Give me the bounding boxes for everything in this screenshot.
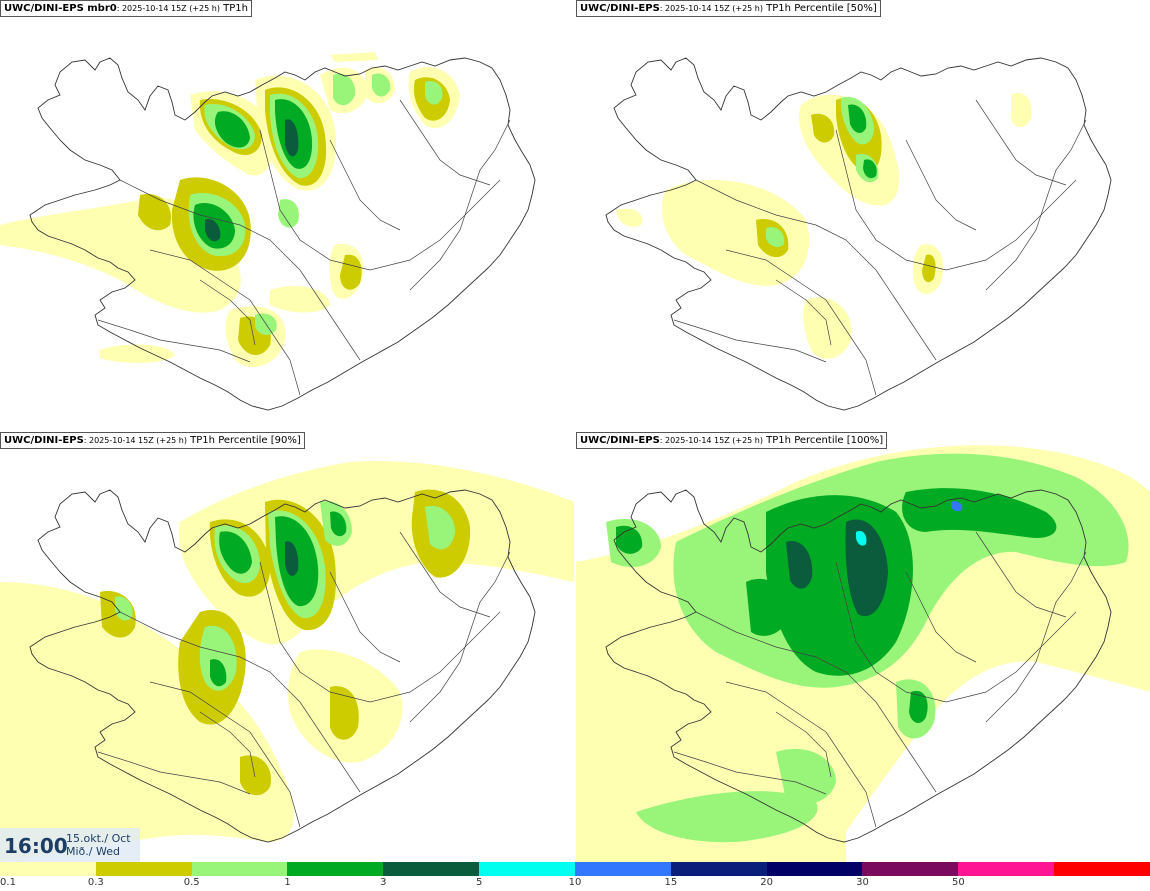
map-panel-mbr0: UWC/DINI-EPS mbr0: 2025-10-14 15Z (+25 h… [0,0,574,430]
valid-time-date: 15.okt./ Oct Mið./ Wed [66,832,131,858]
panel-title: UWC/DINI-EPS mbr0: 2025-10-14 15Z (+25 h… [0,0,252,17]
legend-label: 5 [475,877,483,888]
legend-swatch [958,862,1055,876]
legend-swatch [383,862,480,876]
panel-title: UWC/DINI-EPS: 2025-10-14 15Z (+25 h) TP1… [576,0,881,17]
legend-swatch [479,862,575,876]
panel-divider [574,0,576,862]
valid-time-box: 16:00 15.okt./ Oct Mið./ Wed [0,828,140,862]
panel-title: UWC/DINI-EPS: 2025-10-14 15Z (+25 h) TP1… [576,432,888,449]
precip-field [0,52,460,368]
legend-swatch [191,862,288,876]
valid-time-clock: 16:00 [4,834,68,858]
map-panel-p90: UWC/DINI-EPS: 2025-10-14 15Z (+25 h) TP1… [0,432,574,862]
color-legend: 0.1 0.3 0.5 1 3 5 10 15 20 30 50 [0,862,1150,891]
precip-map [605,57,1112,411]
precip-map [0,52,536,411]
legend-swatch [0,862,96,876]
precip-field [0,461,574,862]
legend-label: 30 [856,877,869,888]
legend-swatch [766,862,863,876]
legend-label: 3 [380,877,387,888]
legend-label: 10 [568,877,582,888]
legend-swatch [574,862,671,876]
map-panel-p100: UWC/DINI-EPS: 2025-10-14 15Z (+25 h) TP1… [576,432,1150,862]
legend-label: 0.3 [87,877,104,888]
legend-label: 50 [951,877,965,888]
legend-label: 0.5 [183,877,200,888]
panel-title: UWC/DINI-EPS: 2025-10-14 15Z (+25 h) TP1… [0,432,305,449]
legend-swatch [95,862,192,876]
legend-label: 1 [284,877,291,888]
legend-swatch [862,862,959,876]
legend-label: 0.1 [0,877,16,888]
legend-label: 15 [664,877,678,888]
legend-colorbar [0,862,1150,876]
legend-swatch [1054,862,1150,876]
legend-swatch [287,862,384,876]
map-panel-p50: UWC/DINI-EPS: 2025-10-14 15Z (+25 h) TP1… [576,0,1150,430]
precip-field [616,92,1032,359]
precip-map [0,461,574,862]
legend-swatch [670,862,767,876]
precip-field [576,445,1150,862]
precip-map [576,445,1150,862]
legend-label: 20 [760,877,774,888]
